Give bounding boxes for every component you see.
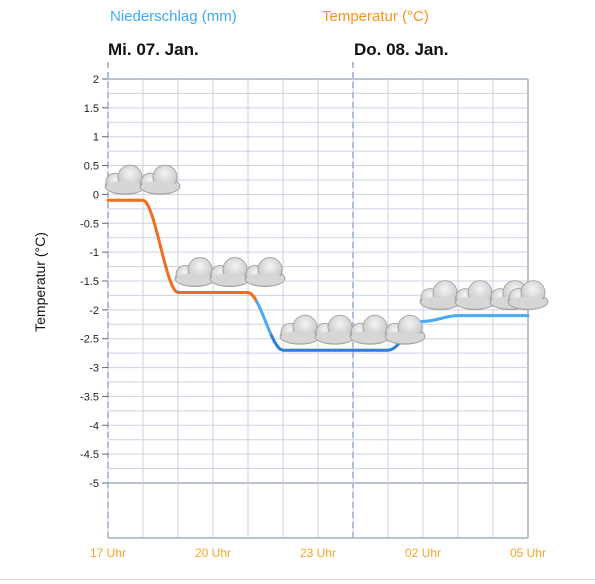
y-tick-label: -1 bbox=[89, 247, 99, 259]
temperature-line-segment bbox=[156, 233, 162, 248]
x-tick-label: 05 Uhr bbox=[510, 546, 546, 560]
day-label-wednesday: Mi. 07. Jan. bbox=[108, 40, 199, 59]
cloud-icon bbox=[419, 280, 461, 311]
cloud-icon bbox=[209, 257, 251, 288]
y-tick-label: -4.5 bbox=[80, 449, 99, 461]
y-tick-label: -2.5 bbox=[80, 334, 99, 346]
cloud-icon bbox=[104, 164, 146, 195]
cloud-icon bbox=[349, 314, 391, 345]
y-tick-label: 1 bbox=[93, 132, 99, 144]
y-tick-label: 2 bbox=[93, 74, 99, 86]
y-tick-label: -0.5 bbox=[80, 218, 99, 230]
temperature-line-segment bbox=[164, 267, 171, 280]
legend-precipitation[interactable]: Niederschlag (mm) bbox=[110, 8, 237, 25]
y-tick-label: 0.5 bbox=[84, 161, 99, 173]
bottom-divider bbox=[0, 579, 595, 580]
cloud-icon bbox=[384, 314, 426, 345]
temperature-line-segment bbox=[153, 222, 160, 237]
y-tick-label: -1.5 bbox=[80, 276, 99, 288]
y-tick-label: 1.5 bbox=[84, 103, 99, 115]
cloud-icon bbox=[174, 257, 216, 288]
x-tick-label: 02 Uhr bbox=[405, 546, 441, 560]
x-tick-label: 20 Uhr bbox=[195, 546, 231, 560]
cloud-icon bbox=[314, 314, 356, 345]
y-tick-label: -2 bbox=[89, 305, 99, 317]
y-tick-label: -3.5 bbox=[80, 391, 99, 403]
cloud-icon bbox=[454, 280, 496, 311]
cloud-icon bbox=[139, 164, 181, 195]
x-tick-label: 17 Uhr bbox=[90, 546, 126, 560]
legend-temperature[interactable]: Temperatur (°C) bbox=[322, 8, 429, 25]
y-tick-label: -5 bbox=[89, 478, 99, 490]
temperature-line-segment bbox=[159, 244, 165, 260]
temperature-line-segment bbox=[150, 213, 157, 226]
x-tick-label: 23 Uhr bbox=[300, 546, 336, 560]
temperature-line-segment bbox=[161, 256, 168, 271]
y-tick-label: -4 bbox=[89, 420, 99, 432]
y-tick-label: 0 bbox=[93, 189, 99, 201]
day-label-thursday: Do. 08. Jan. bbox=[354, 40, 449, 59]
cloud-icon bbox=[244, 257, 286, 288]
cloud-icon bbox=[279, 314, 321, 345]
y-tick-label: -3 bbox=[89, 363, 99, 375]
